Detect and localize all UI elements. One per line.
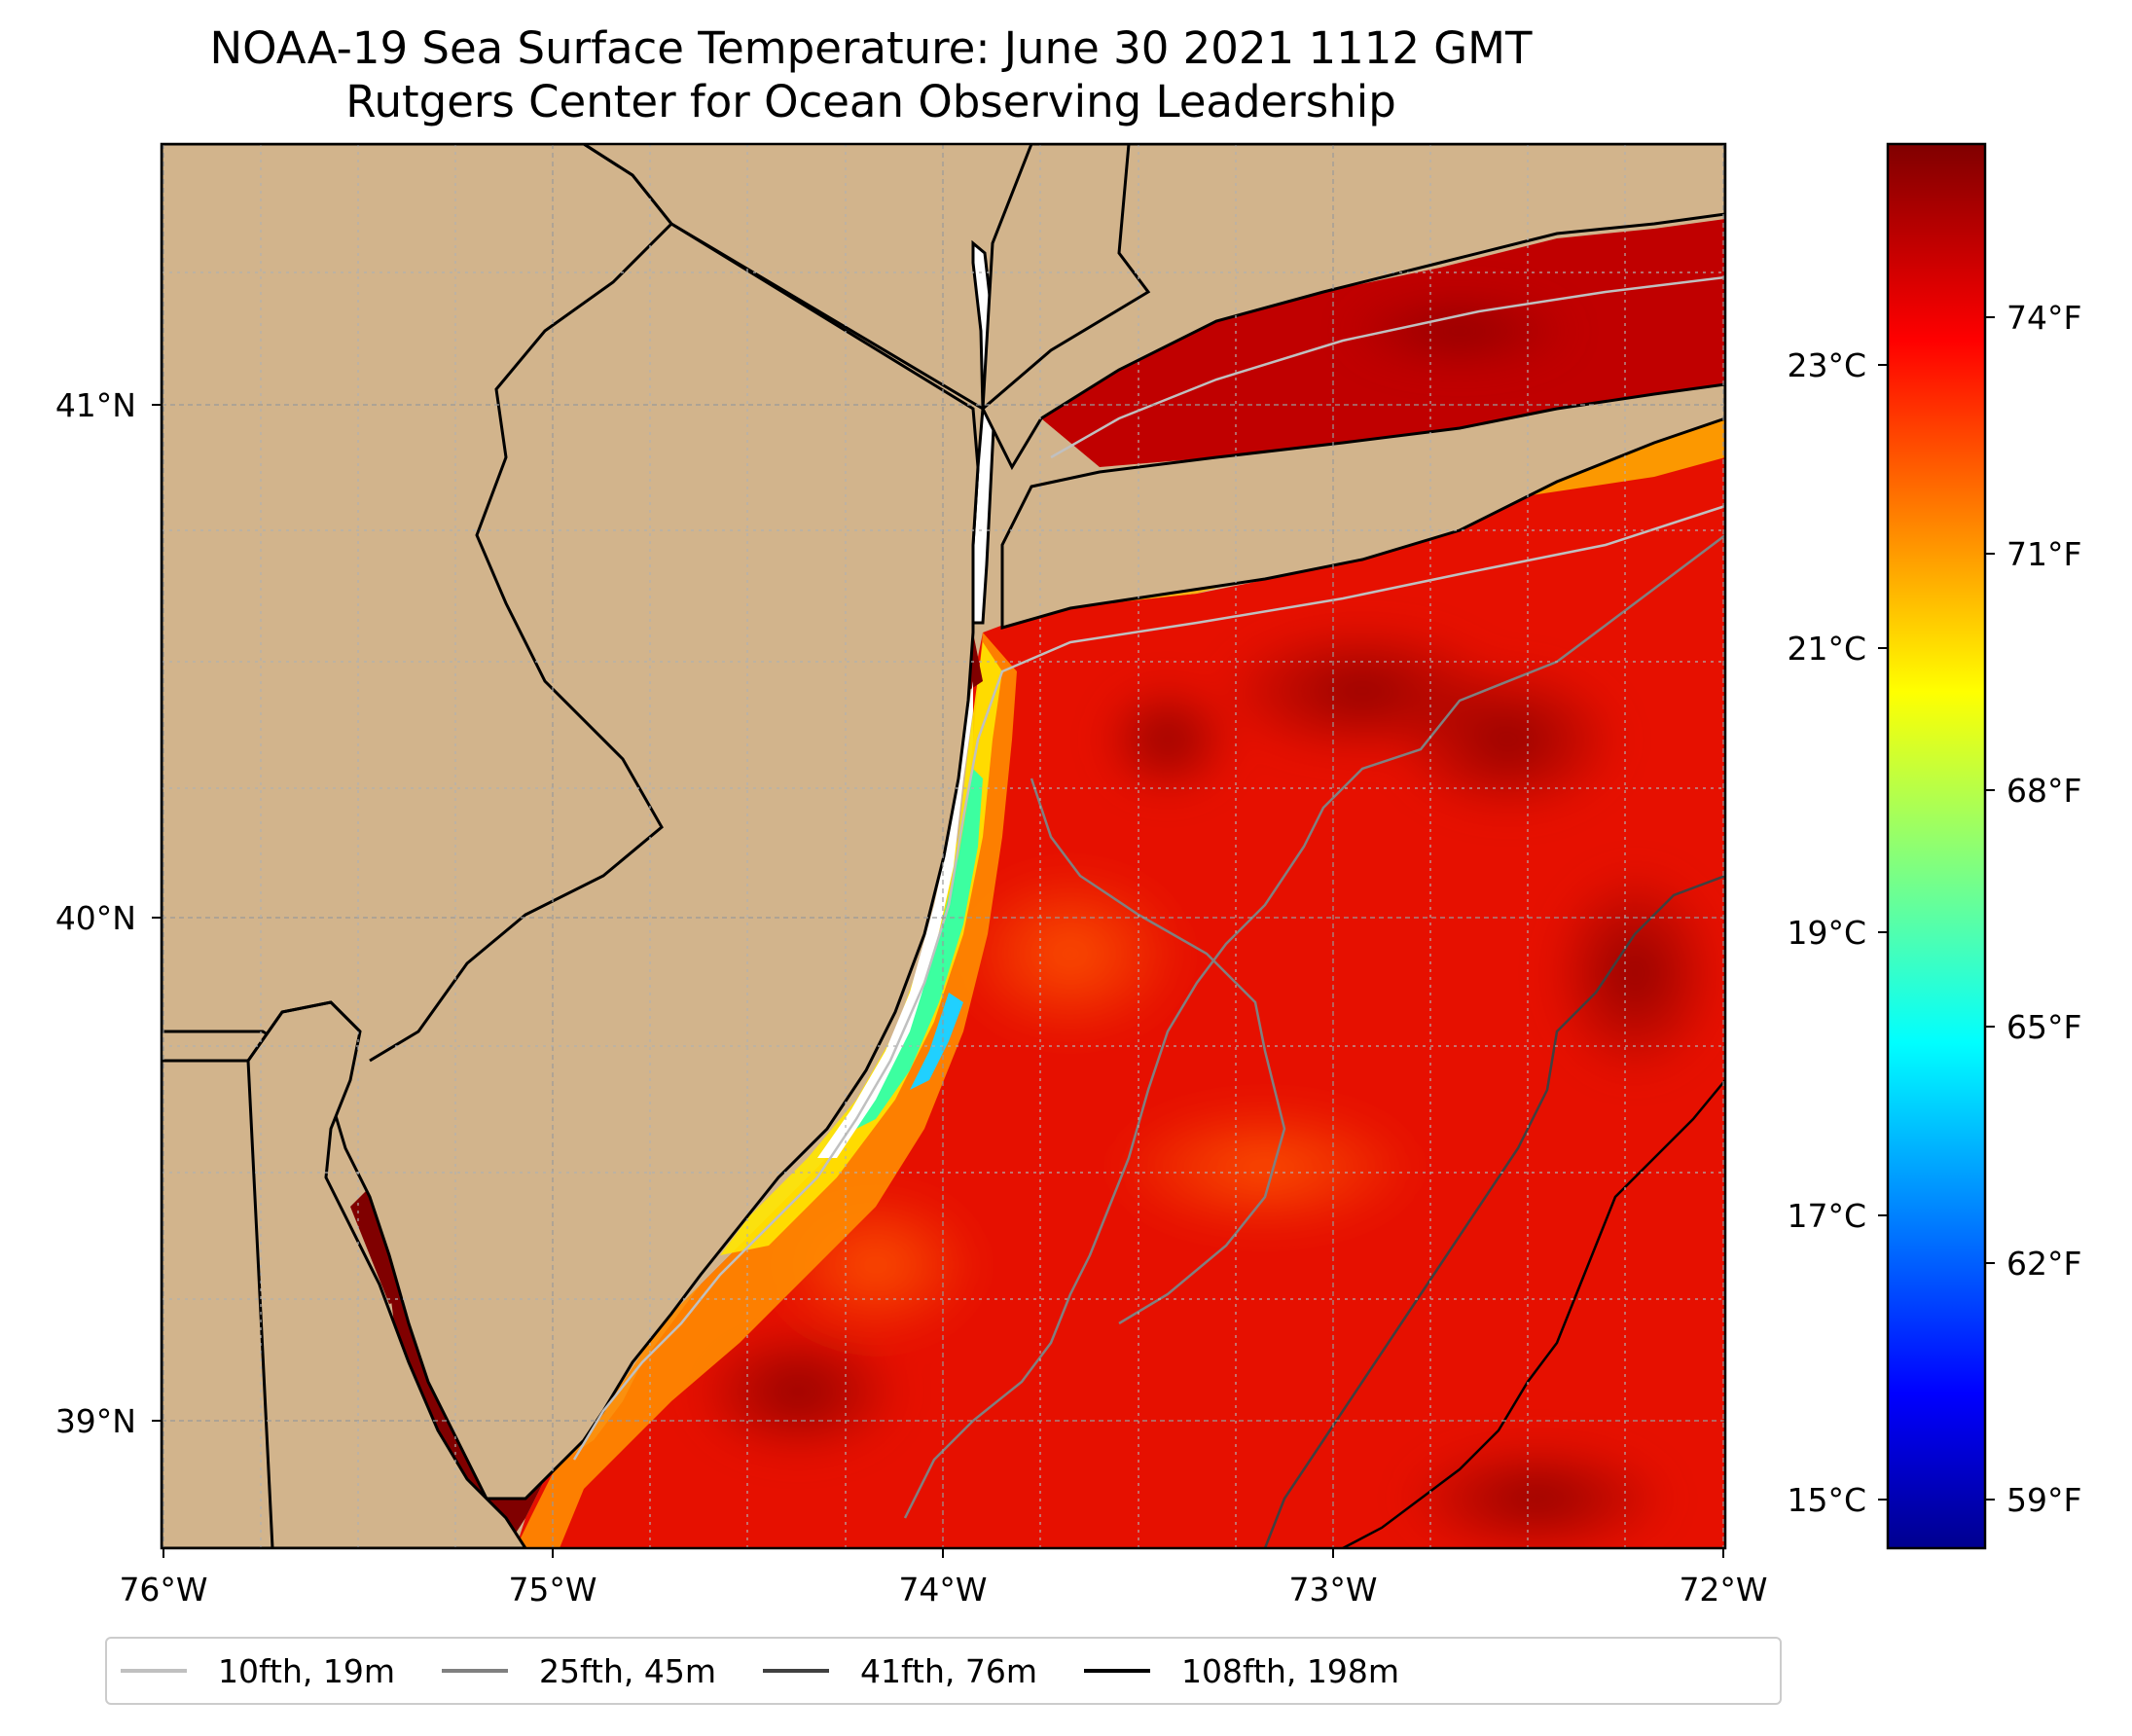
contour-41fth: [1263, 874, 1725, 1548]
legend-label-41fth: 41fth, 76m: [860, 1651, 1037, 1690]
colorbar-c-21: 21°C: [1787, 630, 1866, 668]
legend-item-108fth: 108fth, 198m: [1084, 1652, 1399, 1690]
lat-label-40: 40°N: [55, 899, 136, 937]
legend-line-25fth: [442, 1669, 508, 1673]
colorbar-c-15: 15°C: [1787, 1481, 1866, 1519]
contour-10fth: [572, 275, 1725, 1461]
colorbar-f-59: 59°F: [2006, 1481, 2081, 1519]
colorbar-f-74: 74°F: [2006, 299, 2081, 337]
colorbar-c-17: 17°C: [1787, 1197, 1866, 1235]
legend-label-10fth: 10fth, 19m: [218, 1651, 395, 1690]
colorbar-c-23: 23°C: [1787, 346, 1866, 384]
colorbar-f-71: 71°F: [2006, 535, 2081, 573]
lon-label-73: 73°W: [1288, 1571, 1377, 1609]
legend-line-41fth: [763, 1669, 829, 1673]
colorbar-f-62: 62°F: [2006, 1245, 2081, 1283]
coastal-cool-band-cyan: [837, 769, 983, 1139]
legend-label-108fth: 108fth, 198m: [1181, 1651, 1399, 1690]
lon-label-76: 76°W: [119, 1571, 207, 1609]
map-gridlines: [162, 144, 1725, 1548]
legend-label-25fth: 25fth, 45m: [539, 1651, 716, 1690]
contour-legend: 10fth, 19m 25fth, 45m 41fth, 76m 108fth,…: [105, 1637, 1782, 1705]
legend-item-41fth: 41fth, 76m: [763, 1652, 1037, 1690]
legend-line-10fth: [121, 1669, 187, 1673]
lon-label-74: 74°W: [898, 1571, 987, 1609]
contour-108fth: [1342, 1079, 1725, 1548]
colorbar-c-19: 19°C: [1787, 914, 1866, 952]
legend-item-25fth: 25fth, 45m: [442, 1652, 716, 1690]
title-line-1: NOAA-19 Sea Surface Temperature: June 30…: [209, 22, 1533, 74]
axis-ticks: [152, 404, 1724, 1558]
title-line-2: Rutgers Center for Ocean Observing Leade…: [345, 76, 1396, 127]
lon-label-75: 75°W: [508, 1571, 596, 1609]
new-jersey: [162, 144, 980, 1501]
long-island: [1000, 382, 1725, 630]
connecticut-shore: [981, 144, 1725, 471]
colorbar: 15°C 17°C 19°C 21°C 23°C 59°F 62°F 65°F …: [1787, 142, 2081, 1550]
colorbar-ticks: [1878, 316, 1995, 1501]
colorbar-f-68: 68°F: [2006, 772, 2081, 810]
contour-25fth: [903, 534, 1725, 1519]
sst-warm-patches: [691, 292, 1722, 1548]
state-boundaries: [162, 144, 1151, 1548]
legend-line-108fth: [1084, 1669, 1150, 1673]
colorbar-f-65: 65°F: [2006, 1008, 2081, 1046]
coastal-cold-core: [910, 993, 963, 1090]
lat-label-39: 39°N: [55, 1402, 136, 1440]
lat-label-41: 41°N: [55, 386, 136, 424]
map-plot-area: [162, 144, 1725, 1548]
bathymetry-contours: [572, 275, 1725, 1548]
lon-label-72: 72°W: [1679, 1571, 1767, 1609]
map-title: NOAA-19 Sea Surface Temperature: June 30…: [0, 21, 1742, 128]
colorbar-gradient: [1886, 142, 1987, 1550]
legend-item-10fth: 10fth, 19m: [121, 1652, 395, 1690]
